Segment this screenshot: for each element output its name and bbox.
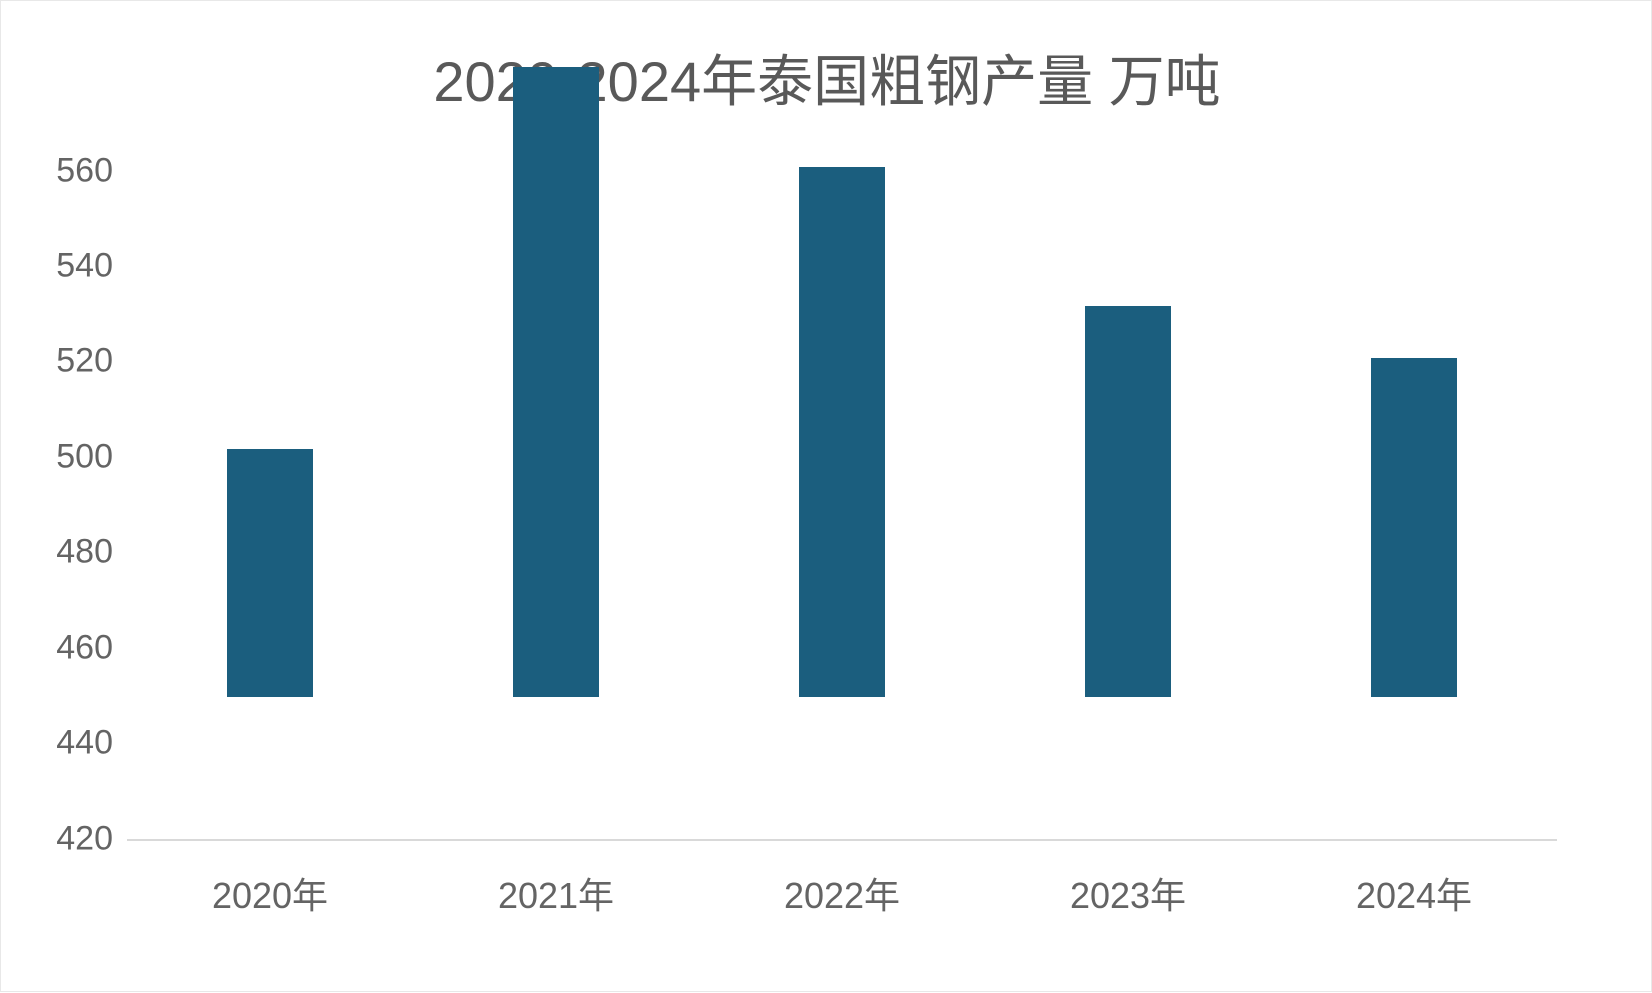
bar-2023[interactable] xyxy=(1085,305,1171,697)
bar-2021[interactable] xyxy=(513,67,599,697)
y-axis-tick-label: 440 xyxy=(56,723,113,762)
bar-2020[interactable] xyxy=(227,448,313,697)
bar-slot xyxy=(127,13,413,697)
x-axis-line xyxy=(127,839,1557,841)
y-axis-tick-label: 500 xyxy=(56,437,113,476)
plot-area xyxy=(127,67,1557,851)
y-axis-tick-label: 420 xyxy=(56,819,113,858)
x-axis-tick-label-2021: 2021年 xyxy=(497,875,615,916)
x-axis-tick-label-2022: 2022年 xyxy=(783,875,901,916)
y-axis-tick-label: 480 xyxy=(56,532,113,571)
bar-slot xyxy=(985,13,1271,697)
y-axis-tick-label: 520 xyxy=(56,341,113,380)
y-axis-tick-label: 460 xyxy=(56,628,113,667)
x-axis-tick-label-2024: 2024年 xyxy=(1355,875,1473,916)
y-axis: 560 540 520 500 480 460 440 420 xyxy=(1,1,113,993)
bar-2022[interactable] xyxy=(799,167,885,697)
y-axis-tick-label: 560 xyxy=(56,151,113,190)
bar-slot xyxy=(699,13,985,697)
x-axis-tick-label-2023: 2023年 xyxy=(1069,875,1187,916)
x-axis-tick-label-2020: 2020年 xyxy=(211,875,329,916)
bar-2024[interactable] xyxy=(1371,358,1457,697)
bar-slot xyxy=(1271,13,1557,697)
bar-slot xyxy=(413,13,699,697)
y-axis-tick-label: 540 xyxy=(56,246,113,285)
